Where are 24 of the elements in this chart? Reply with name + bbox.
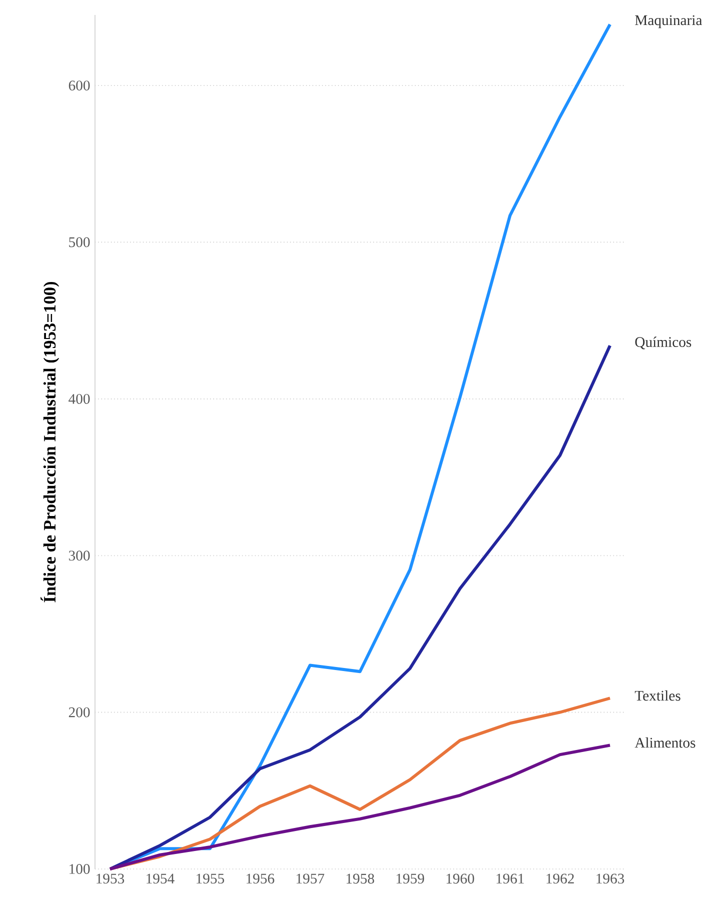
- y-tick-label: 300: [69, 550, 90, 561]
- x-tick-label: 1954: [146, 874, 174, 884]
- x-tick-label: 1957: [296, 874, 324, 884]
- x-tick-label: 1962: [546, 874, 574, 884]
- y-tick-label: 600: [68, 80, 90, 90]
- y-tick-label: 400: [68, 394, 90, 404]
- series-label: Químicos: [635, 336, 692, 350]
- x-tick-label: 1956: [246, 874, 274, 884]
- x-tick-label: 1959: [396, 874, 424, 884]
- x-tick-label: 1958: [346, 874, 374, 884]
- x-tick-label: 1961: [496, 874, 524, 884]
- x-tick-label: 1955: [196, 874, 224, 884]
- line-series: [108, 344, 612, 871]
- series-label: Alimentos: [634, 737, 696, 748]
- x-tick-label: 1963: [596, 874, 624, 884]
- line-series: [108, 744, 612, 871]
- y-tick-label: 500: [69, 237, 90, 248]
- x-tick-label: 1960: [446, 874, 474, 884]
- series-label: Maquinaria: [635, 15, 702, 28]
- y-axis-title: Índice de Producción Industrial (1953=100): [40, 282, 60, 602]
- y-tick-label: 200: [68, 707, 90, 718]
- y-tick-label: 100: [70, 864, 90, 874]
- x-tick-label: 1953: [96, 874, 124, 884]
- series-label: Textiles: [634, 690, 680, 701]
